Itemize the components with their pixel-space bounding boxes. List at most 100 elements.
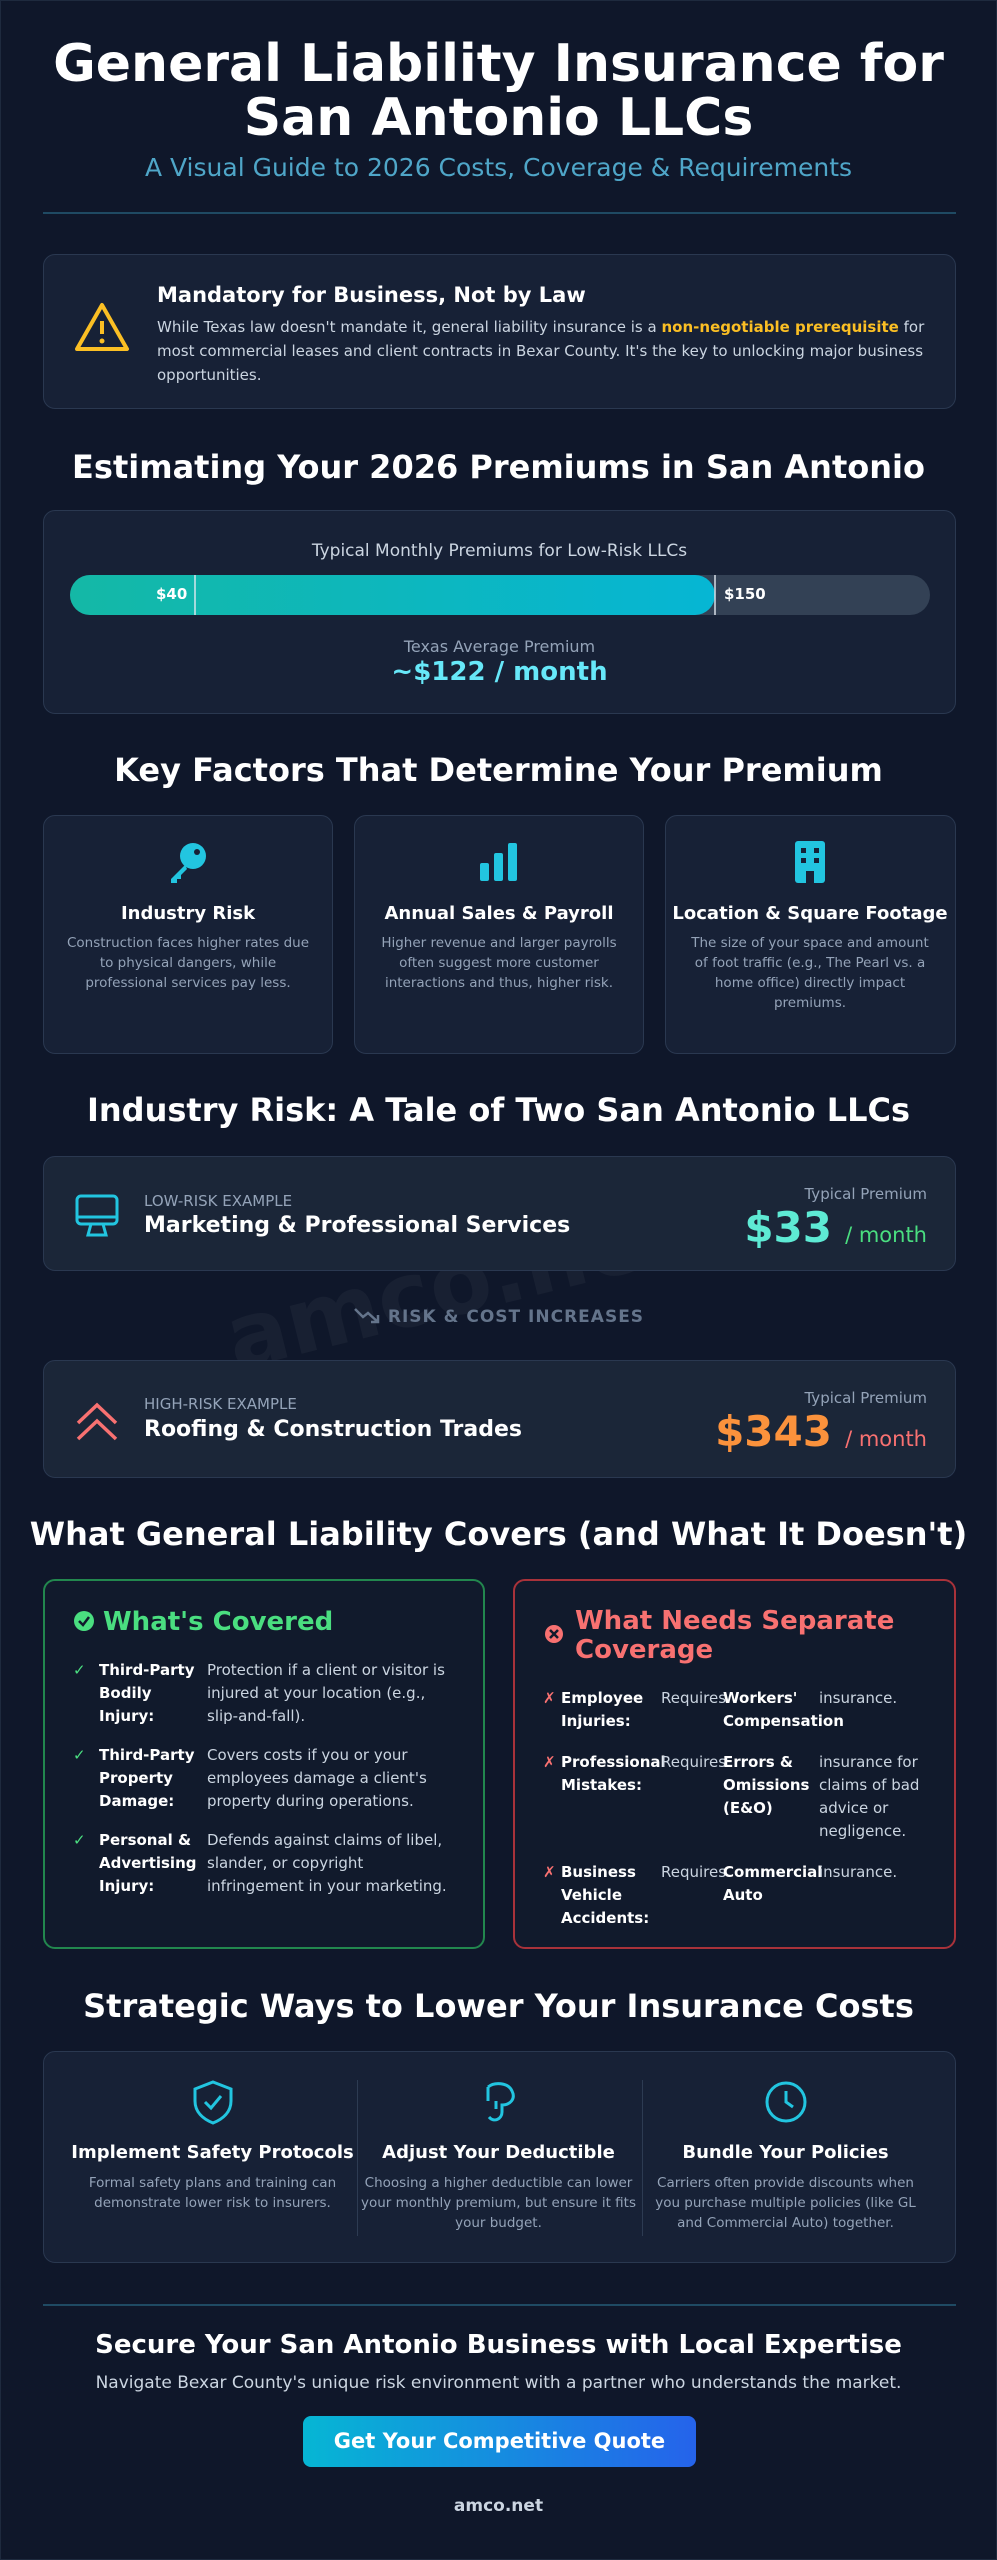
alert-text: While Texas law doesn't mandate it, gene…	[157, 315, 927, 387]
strategy: Implement Safety Protocols Formal safety …	[70, 2079, 355, 2213]
industry-name: Marketing & Professional Services	[144, 1213, 571, 1238]
trend-icon	[354, 1308, 380, 1324]
factor-title: Annual Sales & Payroll	[384, 903, 614, 924]
check-mark: ✓	[73, 1831, 86, 1849]
premium-label: Typical Premium	[804, 1389, 927, 1407]
premium-value: $343	[715, 1407, 832, 1456]
strategy: Bundle Your Policies Carriers often provi…	[643, 2079, 928, 2233]
range-min: $40	[156, 585, 188, 603]
suffix: insurance for claims of bad advice or ne…	[819, 1753, 920, 1840]
check-mark: ✓	[73, 1661, 86, 1679]
strategy-title: Bundle Your Policies	[682, 2142, 889, 2163]
factor: Location & Square Footage The size of you…	[665, 839, 955, 1013]
requires: Requires	[661, 1863, 727, 1881]
requires: Requires	[661, 1689, 727, 1707]
chart-icon	[480, 843, 517, 881]
premium-card: Typical Monthly Premiums for Low-Risk LL…	[43, 510, 956, 714]
strategy-title: Implement Safety Protocols	[71, 2142, 354, 2163]
divider	[43, 2304, 956, 2306]
key-icon	[171, 843, 206, 883]
factor-text: Higher revenue and larger payrolls often…	[381, 935, 617, 991]
industry-name: Roofing & Construction Trades	[144, 1417, 523, 1442]
premium-label: Typical Premium	[804, 1185, 927, 1203]
term: Personal & Advertising Injury:	[99, 1831, 197, 1895]
premium-unit: / month	[845, 1223, 927, 1247]
factor: Annual Sales & Payroll Higher revenue and…	[354, 839, 644, 993]
excluded-list: ✗ Employee Injuries: Requires Workers' Comp…	[543, 1687, 926, 1930]
shield-icon	[193, 2080, 232, 2125]
covered-item: ✓ Third-Party Property Damage: Covers cost…	[73, 1744, 455, 1813]
title: General Liability Insurance for San Anton…	[1, 37, 996, 145]
x-mark: ✗	[543, 1689, 556, 1707]
policy: Commercial Auto	[723, 1863, 823, 1904]
building-icon	[795, 841, 825, 883]
low-risk-card: LOW-RISK EXAMPLE Marketing & Professiona…	[43, 1156, 956, 1271]
strategy-text: Choosing a higher deductible can lower y…	[361, 2175, 636, 2231]
bar-label: Typical Monthly Premiums for Low-Risk LL…	[311, 541, 688, 561]
excluded-item: ✗ Business Vehicle Accidents: Requires Comm…	[543, 1861, 926, 1930]
section-heading: Estimating Your 2026 Premiums in San Ant…	[72, 448, 925, 486]
factor-title: Industry Risk	[120, 903, 256, 924]
premium: $343 / month	[715, 1407, 927, 1456]
policy: Errors & Omissions (E&O)	[723, 1753, 810, 1817]
covered-list: ✓ Third-Party Bodily Injury: Protection if…	[73, 1659, 455, 1898]
risk-tag: LOW-RISK EXAMPLE	[144, 1192, 293, 1210]
footer: amco.net	[453, 2496, 544, 2516]
description: Defends against claims of libel, slander…	[207, 1831, 447, 1895]
risk-divider: RISK & COST INCREASES	[1, 1305, 996, 1327]
description: Protection if a client or visitor is inj…	[207, 1661, 445, 1725]
policy: Workers' Compensation	[723, 1689, 844, 1730]
cta-heading: Secure Your San Antonio Business with Lo…	[95, 2330, 902, 2360]
text: for most commercial leases and client co…	[157, 318, 925, 384]
factor-text: Construction faces higher rates due to p…	[66, 935, 310, 991]
separator	[642, 2080, 643, 2236]
range-fill	[70, 575, 715, 615]
excluded-box: What Needs Separate Coverage ✗ Employee I…	[513, 1579, 956, 1949]
term: Business Vehicle Accidents:	[561, 1863, 650, 1927]
clock-icon	[765, 2081, 806, 2123]
factor-title: Location & Square Footage	[672, 903, 948, 924]
alert-card: Mandatory for Business, Not by Law While…	[43, 254, 956, 409]
x-mark: ✗	[543, 1753, 556, 1771]
range-max: $150	[724, 585, 766, 603]
risk-tag: HIGH-RISK EXAMPLE	[144, 1395, 297, 1413]
description: Covers costs if you or your employees da…	[207, 1746, 427, 1810]
alert-title: Mandatory for Business, Not by Law	[157, 283, 586, 307]
premium: $33 / month	[744, 1203, 927, 1252]
term: Third-Party Property Damage:	[99, 1746, 195, 1810]
section-heading: Key Factors That Determine Your Premium	[114, 751, 883, 789]
suffix: insurance.	[819, 1863, 898, 1881]
excluded-title: What Needs Separate Coverage	[543, 1607, 926, 1665]
check-mark: ✓	[73, 1746, 86, 1764]
chevron-icon	[76, 1402, 118, 1441]
term: Third-Party Bodily Injury:	[99, 1661, 195, 1725]
premium-value: $33	[744, 1203, 832, 1252]
divider-text: RISK & COST INCREASES	[387, 1307, 645, 1327]
warning-icon	[75, 303, 129, 351]
section-heading: Industry Risk: A Tale of Two San Antonio…	[86, 1091, 910, 1129]
high-risk-card: HIGH-RISK EXAMPLE Roofing & Construction…	[43, 1360, 956, 1478]
title-line: General Liability Insurance for	[53, 34, 944, 94]
covered-item: ✓ Personal & Advertising Injury: Defends a…	[73, 1829, 455, 1898]
monitor-icon	[75, 1194, 119, 1237]
cta-button[interactable]: Get Your Competitive Quote	[303, 2416, 696, 2467]
highlight: non-negotiable prerequisite	[661, 318, 899, 336]
requires: Requires	[661, 1753, 727, 1771]
excluded-item: ✗ Employee Injuries: Requires Workers' Comp…	[543, 1687, 926, 1733]
text: What's Covered	[103, 1607, 334, 1637]
range-marker	[194, 575, 196, 615]
strategy-text: Formal safety plans and training can dem…	[88, 2175, 337, 2211]
factor-text: The size of your space and amount of foo…	[691, 935, 929, 1011]
divider	[43, 212, 956, 214]
covered-title: What's Covered	[73, 1607, 455, 1637]
covered-box: What's Covered ✓ Third-Party Bodily Injur…	[43, 1579, 485, 1949]
title-line: San Antonio LLCs	[243, 88, 754, 148]
factor: Industry Risk Construction faces higher r…	[43, 839, 333, 993]
separator	[357, 2080, 358, 2236]
strategies-card	[43, 2051, 956, 2263]
range-marker	[714, 575, 716, 615]
strategy-title: Adjust Your Deductible	[382, 2142, 615, 2163]
strategy: Adjust Your Deductible Choosing a higher …	[356, 2079, 641, 2233]
subtitle: A Visual Guide to 2026 Costs, Coverage &…	[144, 153, 853, 182]
